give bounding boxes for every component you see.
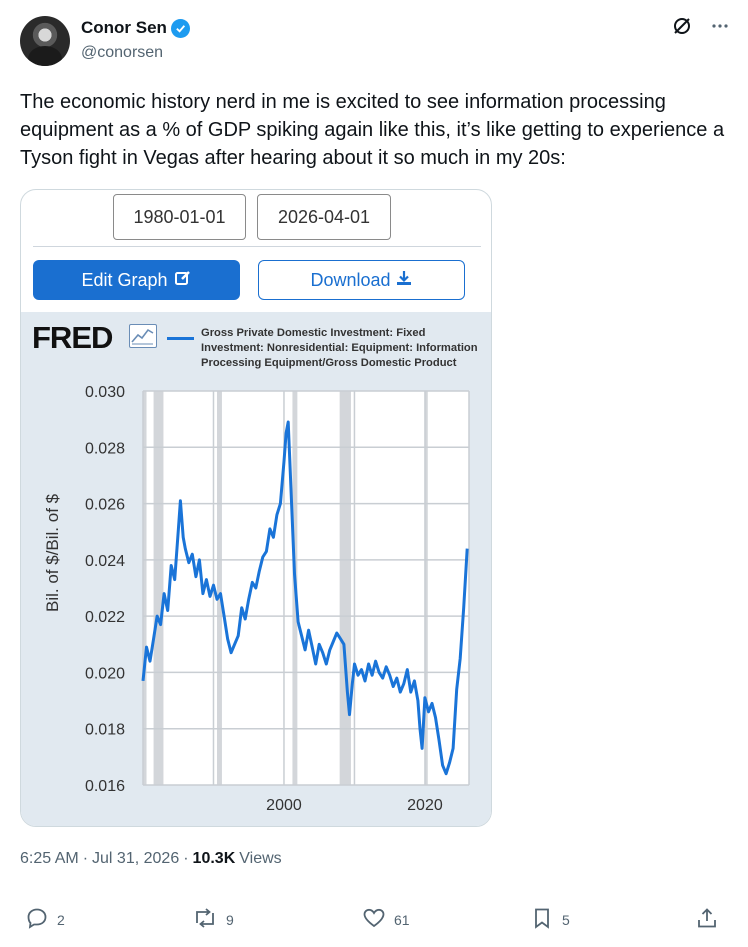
author-name[interactable]: Conor Sen (81, 18, 167, 37)
bookmark-button[interactable]: 5 (530, 906, 570, 933)
edit-icon (174, 269, 192, 292)
y-tick-label: 0.026 (85, 497, 125, 514)
y-tick-label: 0.030 (85, 384, 125, 401)
x-tick-label: 2020 (407, 797, 443, 814)
y-tick-label: 0.022 (85, 609, 125, 626)
divider (33, 246, 481, 247)
fred-chart-icon (129, 324, 157, 348)
y-tick-label: 0.018 (85, 722, 125, 739)
recession-band (339, 391, 351, 785)
tweet-time[interactable]: 6:25 AM (20, 850, 79, 867)
share-button[interactable] (695, 906, 719, 933)
fred-card[interactable]: 1980-01-01 2026-04-01 Edit Graph Downloa… (20, 189, 492, 827)
bookmark-count: 5 (562, 911, 570, 928)
x-tick-label: 2000 (266, 797, 302, 814)
y-tick-label: 0.016 (85, 778, 125, 795)
bookmark-icon (530, 906, 554, 933)
y-tick-label: 0.028 (85, 440, 125, 457)
more-icon[interactable] (710, 16, 730, 41)
reply-icon (25, 906, 49, 933)
chart-area: FRED Gross Private Domestic Investment: … (21, 312, 491, 826)
meta-separator: · (183, 850, 189, 867)
repost-count: 9 (226, 911, 234, 928)
tweet-meta: 6:25 AM · Jul 31, 2026 · 10.3K Views (20, 850, 282, 868)
reply-count: 2 (57, 911, 65, 928)
repost-button[interactable]: 9 (192, 906, 234, 933)
avatar[interactable] (20, 16, 70, 66)
edit-graph-label: Edit Graph (81, 269, 168, 290)
share-icon (695, 906, 719, 933)
reply-button[interactable]: 2 (25, 906, 65, 933)
line-chart: 0.016 0.018 0.020 0.022 0.024 0.026 0.028 0.030… (85, 384, 470, 814)
meta-separator: · (82, 850, 89, 867)
tweet-text: The economic history nerd in me is excit… (20, 91, 725, 169)
top-actions (672, 16, 730, 41)
y-tick-label: 0.024 (85, 553, 125, 570)
recession-band (143, 391, 147, 785)
legend-label: Gross Private Domestic Investment: Fixed… (201, 327, 478, 369)
recession-band (217, 391, 222, 785)
download-label: Download (310, 269, 391, 290)
y-tick-label: 0.020 (85, 665, 125, 682)
y-axis-label: Bil. of $/Bil. of $ (43, 493, 62, 612)
download-icon (395, 269, 413, 292)
plot-background (143, 391, 469, 785)
grok-icon[interactable] (672, 16, 692, 41)
verified-badge-icon (170, 18, 190, 38)
edit-graph-button[interactable]: Edit Graph (33, 260, 240, 300)
fred-logo: FRED (32, 320, 113, 355)
views-count: 10.3K (192, 850, 236, 867)
author-name-row[interactable]: Conor Sen (81, 18, 190, 38)
tweet-date[interactable]: Jul 31, 2026 (92, 850, 180, 867)
recession-band (424, 391, 428, 785)
heart-icon (362, 906, 386, 933)
action-bar: 2 9 61 5 (20, 906, 730, 936)
legend-swatch (167, 337, 194, 340)
start-date-input[interactable]: 1980-01-01 (113, 194, 246, 240)
like-count: 61 (394, 911, 410, 928)
author-handle[interactable]: @conorsen (81, 44, 164, 61)
series-line (141, 420, 469, 776)
end-date-input[interactable]: 2026-04-01 (257, 194, 391, 240)
download-button[interactable]: Download (258, 260, 465, 300)
views-label: Views (239, 850, 282, 867)
repost-icon (192, 906, 218, 933)
recession-band (153, 391, 164, 785)
like-button[interactable]: 61 (362, 906, 410, 933)
